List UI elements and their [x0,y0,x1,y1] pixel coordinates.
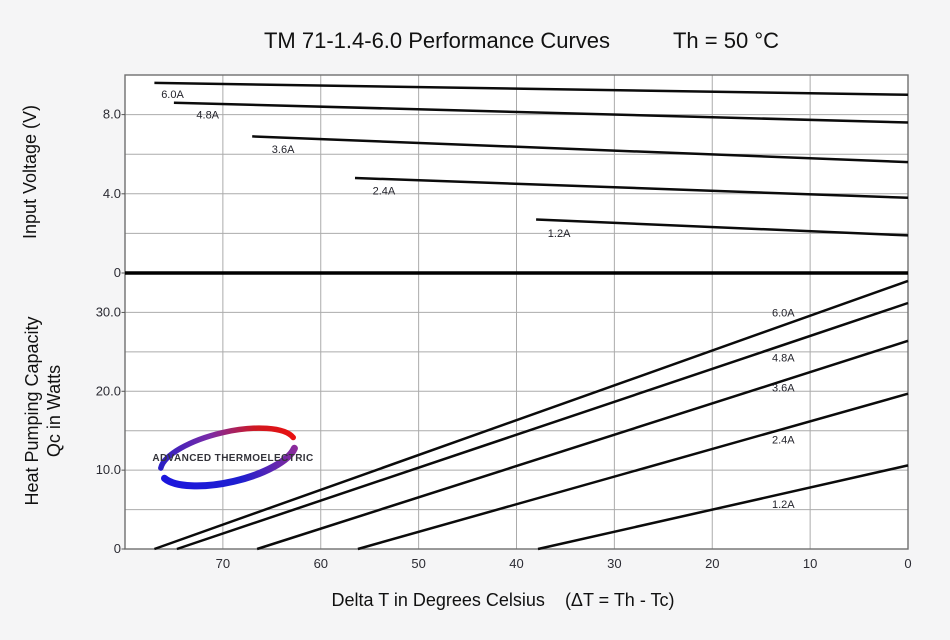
x-tick-label-60: 60 [314,556,328,571]
logo-text: ADVANCED THERMOELECTRIC [152,453,313,464]
y-axis-label-voltage: Input Voltage (V) [20,105,40,239]
y-tick-label-input_voltage-4.0: 4.0 [103,186,121,201]
plot-gridlines [125,75,908,549]
x-tick-label-50: 50 [411,556,425,571]
curve-input_voltage-3.6A [252,135,909,164]
y-axis-label-capacity-line2: Qc in Watts [44,365,64,457]
curve-heat_pumping_capacity-6.0A [153,279,909,551]
y-axis-label-capacity-line1: Heat Pumping Capacity [22,316,42,505]
logo-swoosh-bottom-icon [161,444,298,490]
curve-label-heat_pumping_capacity-6.0A: 6.0A [772,307,795,319]
plot-curves: 6.0A 4.8A 3.6A 2.4A 1.2A 8.0 4.0 0 6.0A 4.8A 3.6A 2… [96,74,912,571]
x-tick-label-40: 40 [509,556,523,571]
curve-label-heat_pumping_capacity-3.6A: 3.6A [772,382,795,394]
logo: ADVANCED THERMOELECTRIC [152,425,313,490]
curve-label-input_voltage-2.4A: 2.4A [373,185,396,197]
curve-label-input_voltage-4.8A: 4.8A [196,110,219,122]
curve-input_voltage-2.4A [354,176,909,200]
y-tick-label-heat_pumping_capacity-10.0: 10.0 [96,462,121,477]
x-tick-label-30: 30 [607,556,621,571]
x-tick-label-20: 20 [705,556,719,571]
curve-label-input_voltage-6.0A: 6.0A [161,89,184,101]
logo-swoosh-top-icon [158,425,296,471]
y-tick-label-input_voltage-8.0: 8.0 [103,107,121,122]
curve-label-input_voltage-1.2A: 1.2A [548,228,571,240]
curve-input_voltage-4.8A [173,101,909,124]
chart-title: TM 71-1.4-6.0 Performance Curves [264,28,610,53]
x-tick-label-0: 0 [904,556,911,571]
curve-input_voltage-1.2A [536,218,909,237]
y-tick-label-heat_pumping_capacity-20.0: 20.0 [96,383,121,398]
curve-label-heat_pumping_capacity-2.4A: 2.4A [772,434,795,446]
curve-input_voltage-6.0A [154,81,909,97]
x-axis-label: Delta T in Degrees Celsius (ΔT = Th - Tc… [332,590,675,610]
curve-label-input_voltage-3.6A: 3.6A [272,144,295,156]
y-tick-label-heat_pumping_capacity-0: 0 [114,541,121,556]
chart-condition: Th = 50 °C [673,28,779,53]
y-tick-label-heat_pumping_capacity-30.0: 30.0 [96,304,121,319]
x-tick-label-10: 10 [803,556,817,571]
x-tick-label-70: 70 [216,556,230,571]
curve-heat_pumping_capacity-2.4A [357,392,909,551]
y-tick-label-input_voltage-0: 0 [114,265,121,280]
curve-heat_pumping_capacity-4.8A [176,301,909,551]
curve-label-heat_pumping_capacity-1.2A: 1.2A [772,499,795,511]
curve-label-heat_pumping_capacity-4.8A: 4.8A [772,352,795,364]
curve-heat_pumping_capacity-3.6A [256,339,909,551]
curve-heat_pumping_capacity-1.2A [537,464,909,551]
